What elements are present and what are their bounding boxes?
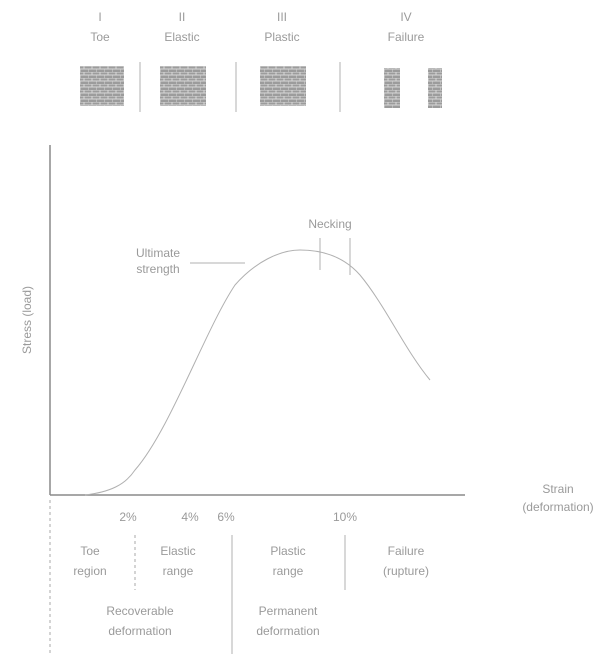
tick-label: 6% (217, 510, 235, 524)
deformation-label: Recoverable (106, 604, 174, 618)
tick-label: 10% (333, 510, 357, 524)
region-label: Toe (80, 544, 100, 558)
fiber-icons (80, 62, 442, 112)
region-label: (rupture) (383, 564, 429, 578)
phase-numeral: III (277, 10, 287, 24)
phase-label: Failure (388, 30, 425, 44)
y-axis-label: Stress (load) (20, 286, 34, 354)
region-label: Failure (388, 544, 425, 558)
region-label: Plastic (270, 544, 305, 558)
annotation: Ultimate (136, 246, 180, 260)
icon-failure (384, 68, 400, 108)
phase-label: Toe (90, 30, 110, 44)
phase-numeral: I (98, 10, 101, 24)
stress-strain-curve (85, 250, 430, 495)
icon-elastic (160, 66, 206, 106)
phase-label: Elastic (164, 30, 199, 44)
region-label: Elastic (160, 544, 195, 558)
phase-label: Plastic (264, 30, 299, 44)
x-axis-label: Strain (542, 482, 573, 496)
icon-plastic (260, 66, 306, 106)
annotation: strength (136, 262, 179, 276)
deformation-label: Permanent (259, 604, 318, 618)
x-axis-label: (deformation) (522, 500, 593, 514)
icon-toe (80, 66, 124, 106)
icon-failure (428, 68, 442, 108)
annotation: Necking (308, 217, 351, 231)
region-label: region (73, 564, 106, 578)
diagram: I Toe II Elastic III Plastic IV Failure … (0, 0, 604, 654)
phase-headers: I Toe II Elastic III Plastic IV Failure (90, 10, 424, 44)
tick-label: 4% (181, 510, 199, 524)
deformation-label: deformation (108, 624, 171, 638)
region-label: range (163, 564, 194, 578)
phase-numeral: IV (400, 10, 411, 24)
deformation-label: deformation (256, 624, 319, 638)
phase-numeral: II (179, 10, 186, 24)
tick-label: 2% (119, 510, 137, 524)
region-label: range (273, 564, 304, 578)
